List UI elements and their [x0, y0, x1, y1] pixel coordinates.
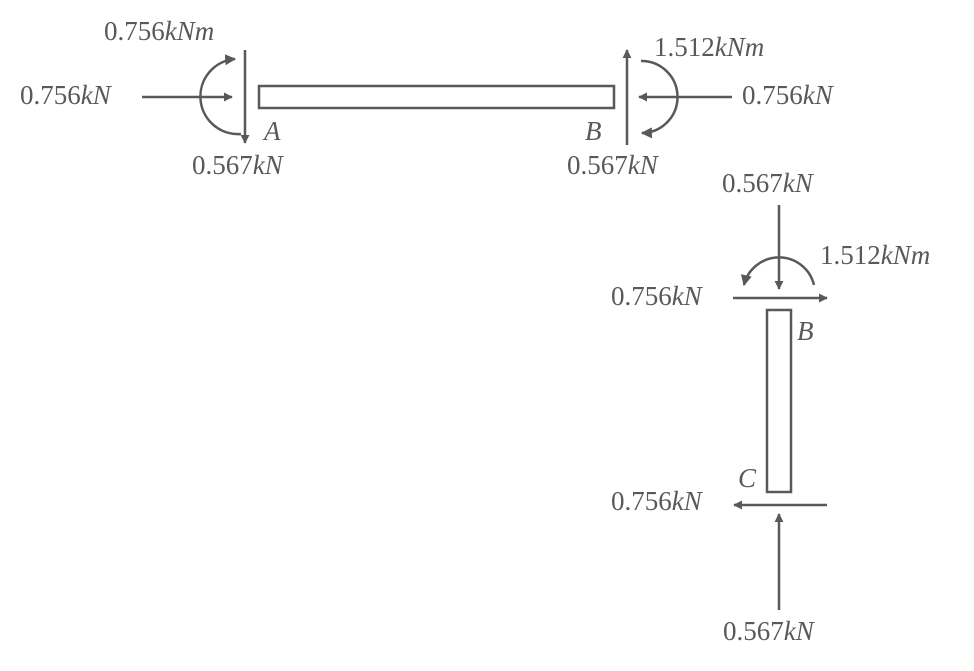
member-ab [257, 84, 616, 110]
axial-force-label-a: 0.756kN [20, 80, 111, 110]
vertical-force-label-c: 0.567kN [723, 616, 814, 646]
moment-label-b-column: 1.512kNm [820, 240, 931, 270]
moment-label-b-beam: 1.512kNm [654, 32, 765, 62]
vertical-force-label-b-column: 0.567kN [722, 168, 813, 198]
horizontal-force-label-b-column: 0.756kN [611, 281, 702, 311]
moment-label-a: 0.756kNm [104, 16, 215, 46]
moment-arrow-a [199, 54, 242, 136]
point-label-a: A [264, 116, 281, 146]
shear-force-label-b-beam: 0.567kN [567, 150, 658, 180]
shear-force-label-a: 0.567kN [192, 150, 283, 180]
horizontal-force-label-c: 0.756kN [611, 486, 702, 516]
point-label-b-column: B [797, 316, 814, 346]
member-bc [765, 308, 793, 494]
moment-arrow-b-column [740, 256, 816, 287]
point-label-c: C [738, 463, 757, 493]
axial-force-label-b-beam: 0.756kN [742, 80, 833, 110]
point-label-b-beam: B [585, 116, 602, 146]
moment-arrow-b-beam [640, 59, 679, 139]
